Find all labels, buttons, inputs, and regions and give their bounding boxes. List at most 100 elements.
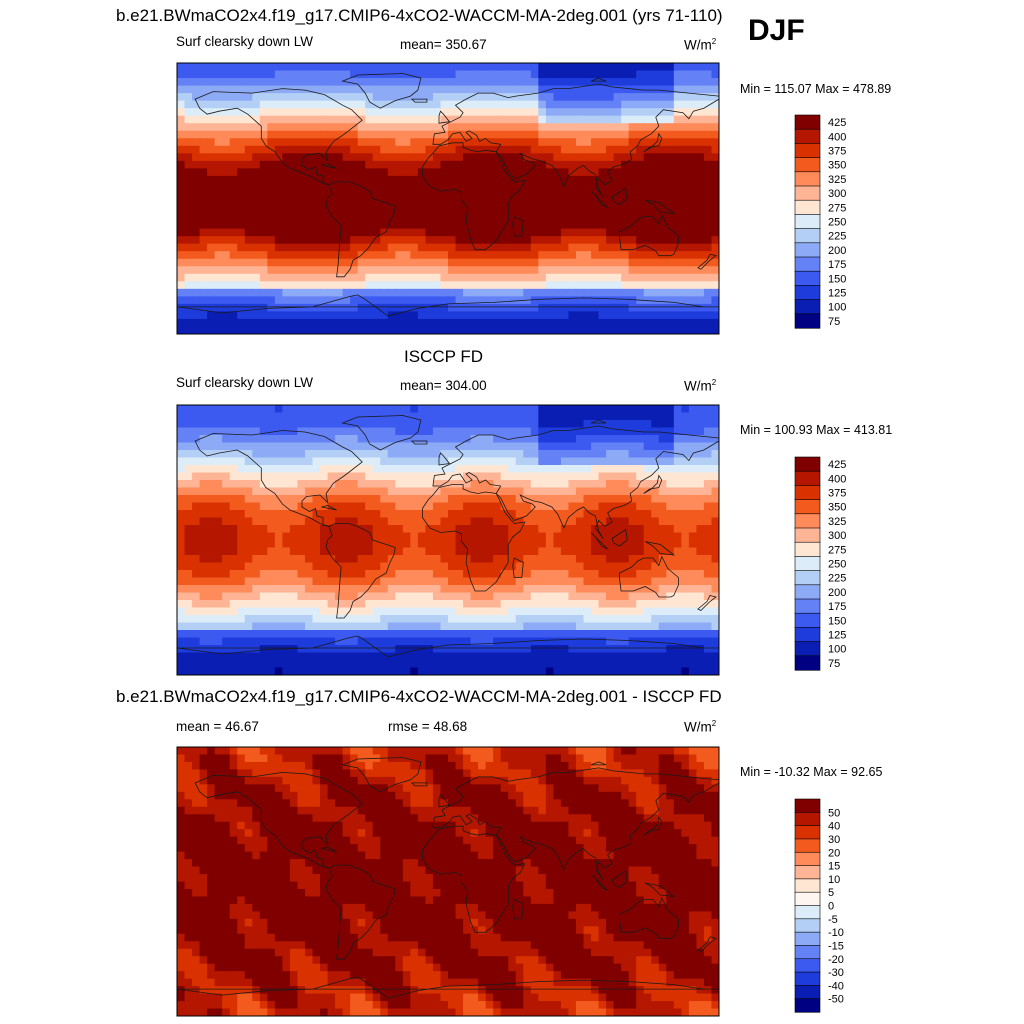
contour-cell — [365, 251, 374, 260]
contour-cell — [591, 130, 600, 139]
contour-cell — [696, 502, 705, 511]
contour-cell — [681, 495, 690, 504]
contour-cell — [222, 326, 231, 334]
contour-cell — [696, 577, 705, 586]
contour-cell — [282, 427, 291, 436]
contour-cell — [402, 63, 411, 72]
contour-cell — [643, 510, 652, 519]
contour-cell — [304, 532, 314, 541]
contour-cell — [320, 266, 329, 275]
contour-cell — [553, 273, 562, 282]
contour-cell — [304, 236, 314, 245]
contour-cell — [425, 213, 434, 222]
contour-cell — [523, 168, 532, 177]
contour-cell — [500, 318, 509, 328]
contour-cell — [470, 465, 479, 474]
contour-cell — [402, 442, 411, 451]
contour-cell — [508, 145, 517, 154]
contour-cell — [440, 562, 449, 571]
contour-cell — [651, 153, 660, 162]
contour-cell — [658, 160, 667, 169]
contour-cell — [448, 183, 457, 192]
contour-cell — [455, 326, 464, 334]
contour-cell — [259, 153, 268, 162]
contour-cell — [493, 281, 502, 290]
contour-cell — [252, 502, 261, 511]
contour-cell — [440, 555, 449, 564]
contour-cell — [417, 251, 427, 260]
contour-cell — [335, 630, 344, 639]
contour-cell — [440, 258, 449, 267]
contour-cell — [643, 326, 652, 334]
contour-cell — [568, 615, 577, 624]
contour-cell — [372, 502, 381, 511]
contour-cell — [673, 622, 682, 631]
contour-cell — [553, 281, 562, 290]
contour-cell — [711, 273, 719, 282]
contour-cell — [545, 168, 554, 177]
contour-cell — [244, 487, 253, 496]
contour-cell — [282, 288, 291, 297]
contour-cell — [575, 168, 585, 177]
contour-cell — [673, 607, 682, 616]
contour-cell — [538, 326, 547, 334]
contour-cell — [666, 108, 675, 117]
contour-cell — [591, 326, 600, 334]
contour-cell — [643, 85, 652, 94]
contour-cell — [530, 63, 539, 72]
contour-cell — [530, 427, 539, 436]
contour-cell — [515, 600, 524, 609]
contour-cell — [545, 412, 554, 421]
contour-cell — [598, 412, 607, 421]
contour-cell — [500, 412, 509, 421]
contour-cell — [267, 502, 276, 511]
contour-cell — [643, 160, 652, 169]
contour-cell — [553, 570, 562, 579]
contour-cell — [207, 206, 216, 215]
contour-cell — [372, 600, 381, 609]
contour-cell — [493, 318, 502, 328]
contour-cell — [425, 160, 434, 169]
contour-cell — [402, 85, 411, 94]
contour-cell — [320, 517, 329, 526]
contour-cell — [327, 93, 336, 102]
contour-cell — [523, 435, 532, 444]
contour-cell — [274, 465, 283, 474]
contour-cell — [583, 427, 592, 436]
contour-cell — [621, 622, 630, 631]
contour-cell — [229, 457, 238, 466]
contour-cell — [553, 303, 562, 313]
contour-cell — [621, 153, 630, 162]
contour-cell — [237, 251, 246, 260]
contour-cell — [621, 435, 630, 444]
contour-cell — [402, 213, 411, 222]
contour-cell — [515, 472, 524, 481]
contour-cell — [455, 281, 464, 290]
contour-cell — [673, 85, 682, 94]
contour-cell — [598, 206, 607, 215]
contour-cell — [463, 487, 472, 496]
contour-cell — [500, 570, 509, 579]
contour-cell — [651, 236, 660, 245]
contour-cell — [259, 532, 268, 541]
contour-cell — [470, 100, 479, 109]
contour-cell — [417, 115, 427, 124]
contour-cell — [440, 412, 449, 421]
contour-cell — [312, 145, 321, 154]
contour-cell — [387, 318, 396, 328]
contour-cell — [425, 510, 434, 519]
contour-cell — [432, 296, 442, 305]
contour-cell — [666, 495, 675, 504]
contour-cell — [463, 318, 472, 328]
contour-cell — [259, 213, 268, 222]
contour-cell — [214, 183, 223, 192]
contour-cell — [365, 592, 374, 601]
contour-cell — [357, 153, 366, 162]
contour-cell — [432, 637, 442, 646]
contour-cell — [470, 183, 479, 192]
contour-cell — [696, 585, 705, 594]
contour-cell — [575, 405, 585, 414]
contour-cell — [470, 175, 479, 185]
contour-cell — [621, 420, 630, 429]
contour-cell — [357, 266, 366, 275]
